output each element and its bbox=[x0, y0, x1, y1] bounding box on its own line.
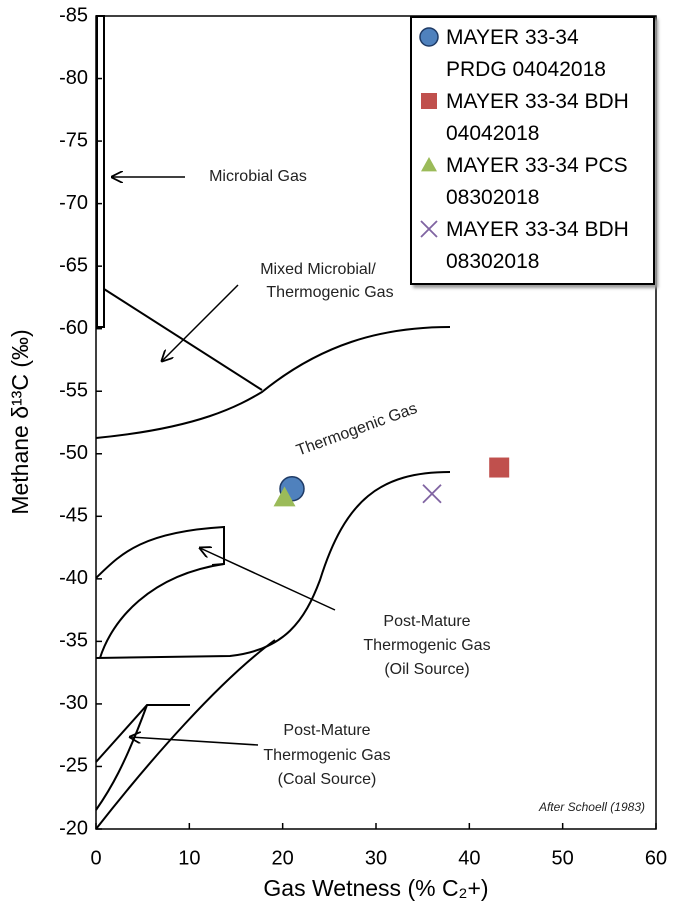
x-tick-label: 40 bbox=[458, 847, 480, 869]
point bbox=[422, 484, 442, 504]
zone-lines bbox=[95, 15, 451, 830]
x-tick-label: 30 bbox=[365, 847, 387, 869]
legend-item: MAYER 33-34 PRDG 04042018 bbox=[418, 22, 653, 86]
point bbox=[489, 457, 510, 478]
legend-item: MAYER 33-34 BDH 04042018 bbox=[418, 86, 653, 150]
annotation: Mixed Microbial/ bbox=[260, 261, 376, 278]
y-tick-label: -35 bbox=[59, 630, 88, 652]
y-tick-label: -55 bbox=[59, 380, 88, 402]
x-tick-label: 60 bbox=[645, 847, 667, 869]
source-note: After Schoell (1983) bbox=[538, 800, 645, 814]
legend-item: MAYER 33-34 PCS 08302018 bbox=[418, 150, 653, 214]
y-tick-label: -40 bbox=[59, 567, 88, 589]
legend-symbol bbox=[420, 220, 438, 238]
point bbox=[421, 93, 437, 109]
annotation: Microbial Gas bbox=[209, 168, 307, 185]
annotation: Thermogenic Gas bbox=[263, 747, 390, 764]
y-tick-label: -25 bbox=[59, 755, 88, 777]
legend-symbol bbox=[419, 27, 439, 47]
annotation: Thermogenic Gas bbox=[294, 400, 419, 459]
y-tick-label: -80 bbox=[59, 67, 88, 89]
legend-item: MAYER 33-34 BDH 08302018 bbox=[418, 214, 653, 278]
y-tick-label: -60 bbox=[59, 317, 88, 339]
x-tick-label: 0 bbox=[90, 847, 101, 869]
annotation: Post-Mature bbox=[383, 613, 470, 630]
y-tick-label: -65 bbox=[59, 254, 88, 276]
y-tick-label: -20 bbox=[59, 817, 88, 839]
legend-symbol bbox=[421, 93, 437, 109]
y-tick-label: -85 bbox=[59, 4, 88, 26]
x-axis-label: Gas Wetness (% C₂+) bbox=[263, 875, 488, 901]
x-tick-label: 20 bbox=[272, 847, 294, 869]
x-tick-label: 10 bbox=[178, 847, 200, 869]
legend-label: MAYER 33-34 PCS 08302018 bbox=[446, 154, 628, 209]
point bbox=[421, 157, 437, 172]
y-tick-label: -70 bbox=[59, 192, 88, 214]
legend-label: MAYER 33-34 BDH 08302018 bbox=[446, 218, 629, 273]
annotation: Thermogenic Gas bbox=[363, 637, 490, 654]
legend: MAYER 33-34 PRDG 04042018 MAYER 33-34 BDH… bbox=[410, 16, 655, 285]
y-tick-label: -50 bbox=[59, 442, 88, 464]
point bbox=[273, 486, 296, 507]
legend-label: MAYER 33-34 BDH 04042018 bbox=[446, 90, 629, 145]
annotation: (Oil Source) bbox=[384, 661, 469, 678]
point bbox=[419, 27, 439, 47]
x-tick-label: 50 bbox=[552, 847, 574, 869]
legend-symbol bbox=[421, 157, 437, 172]
y-tick-label: -75 bbox=[59, 129, 88, 151]
point bbox=[420, 220, 438, 238]
annotation: Thermogenic Gas bbox=[266, 284, 393, 301]
annotation: (Coal Source) bbox=[278, 771, 377, 788]
y-tick-label: -30 bbox=[59, 692, 88, 714]
y-tick-label: -45 bbox=[59, 505, 88, 527]
annotation: Post-Mature bbox=[283, 722, 370, 739]
y-axis-label: Methane δ¹³C (‰) bbox=[7, 329, 33, 514]
legend-label: MAYER 33-34 PRDG 04042018 bbox=[446, 26, 606, 81]
